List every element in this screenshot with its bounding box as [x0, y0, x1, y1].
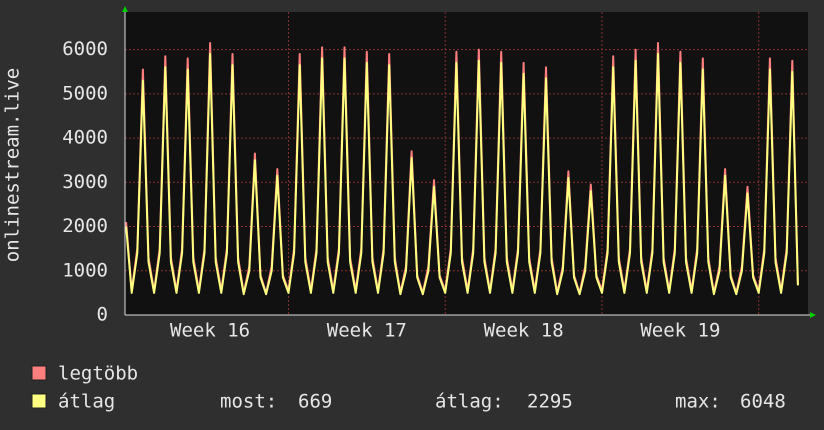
y-tick-label: 5000 [62, 82, 108, 104]
x-tick-label: Week 18 [484, 320, 564, 342]
legend-label: legtöbb [58, 363, 138, 385]
legend-swatch [31, 365, 47, 381]
axis-arrow [810, 312, 816, 318]
y-axis-label: onlinestream.live [2, 68, 24, 262]
axis-arrow [122, 6, 128, 12]
x-tick-label: Week 19 [640, 320, 720, 342]
stat-label: max: [675, 391, 721, 413]
y-tick-label: 0 [97, 304, 108, 326]
y-tick-label: 4000 [62, 127, 108, 149]
stat-label: most: [220, 391, 277, 413]
y-tick-label: 1000 [62, 259, 108, 281]
x-tick-label: Week 17 [327, 320, 407, 342]
legend-label: átlag [58, 391, 115, 413]
data-line [125, 53, 799, 296]
y-tick-label: 3000 [62, 171, 108, 193]
y-tick-label: 6000 [62, 38, 108, 60]
stat-value: 2295 [527, 391, 573, 413]
stat-label: átlag: [435, 391, 504, 413]
legend-swatch [31, 393, 47, 409]
stat-value: 6048 [740, 391, 786, 413]
y-tick-label: 2000 [62, 215, 108, 237]
x-tick-label: Week 16 [170, 320, 250, 342]
stat-value: 669 [298, 391, 332, 413]
